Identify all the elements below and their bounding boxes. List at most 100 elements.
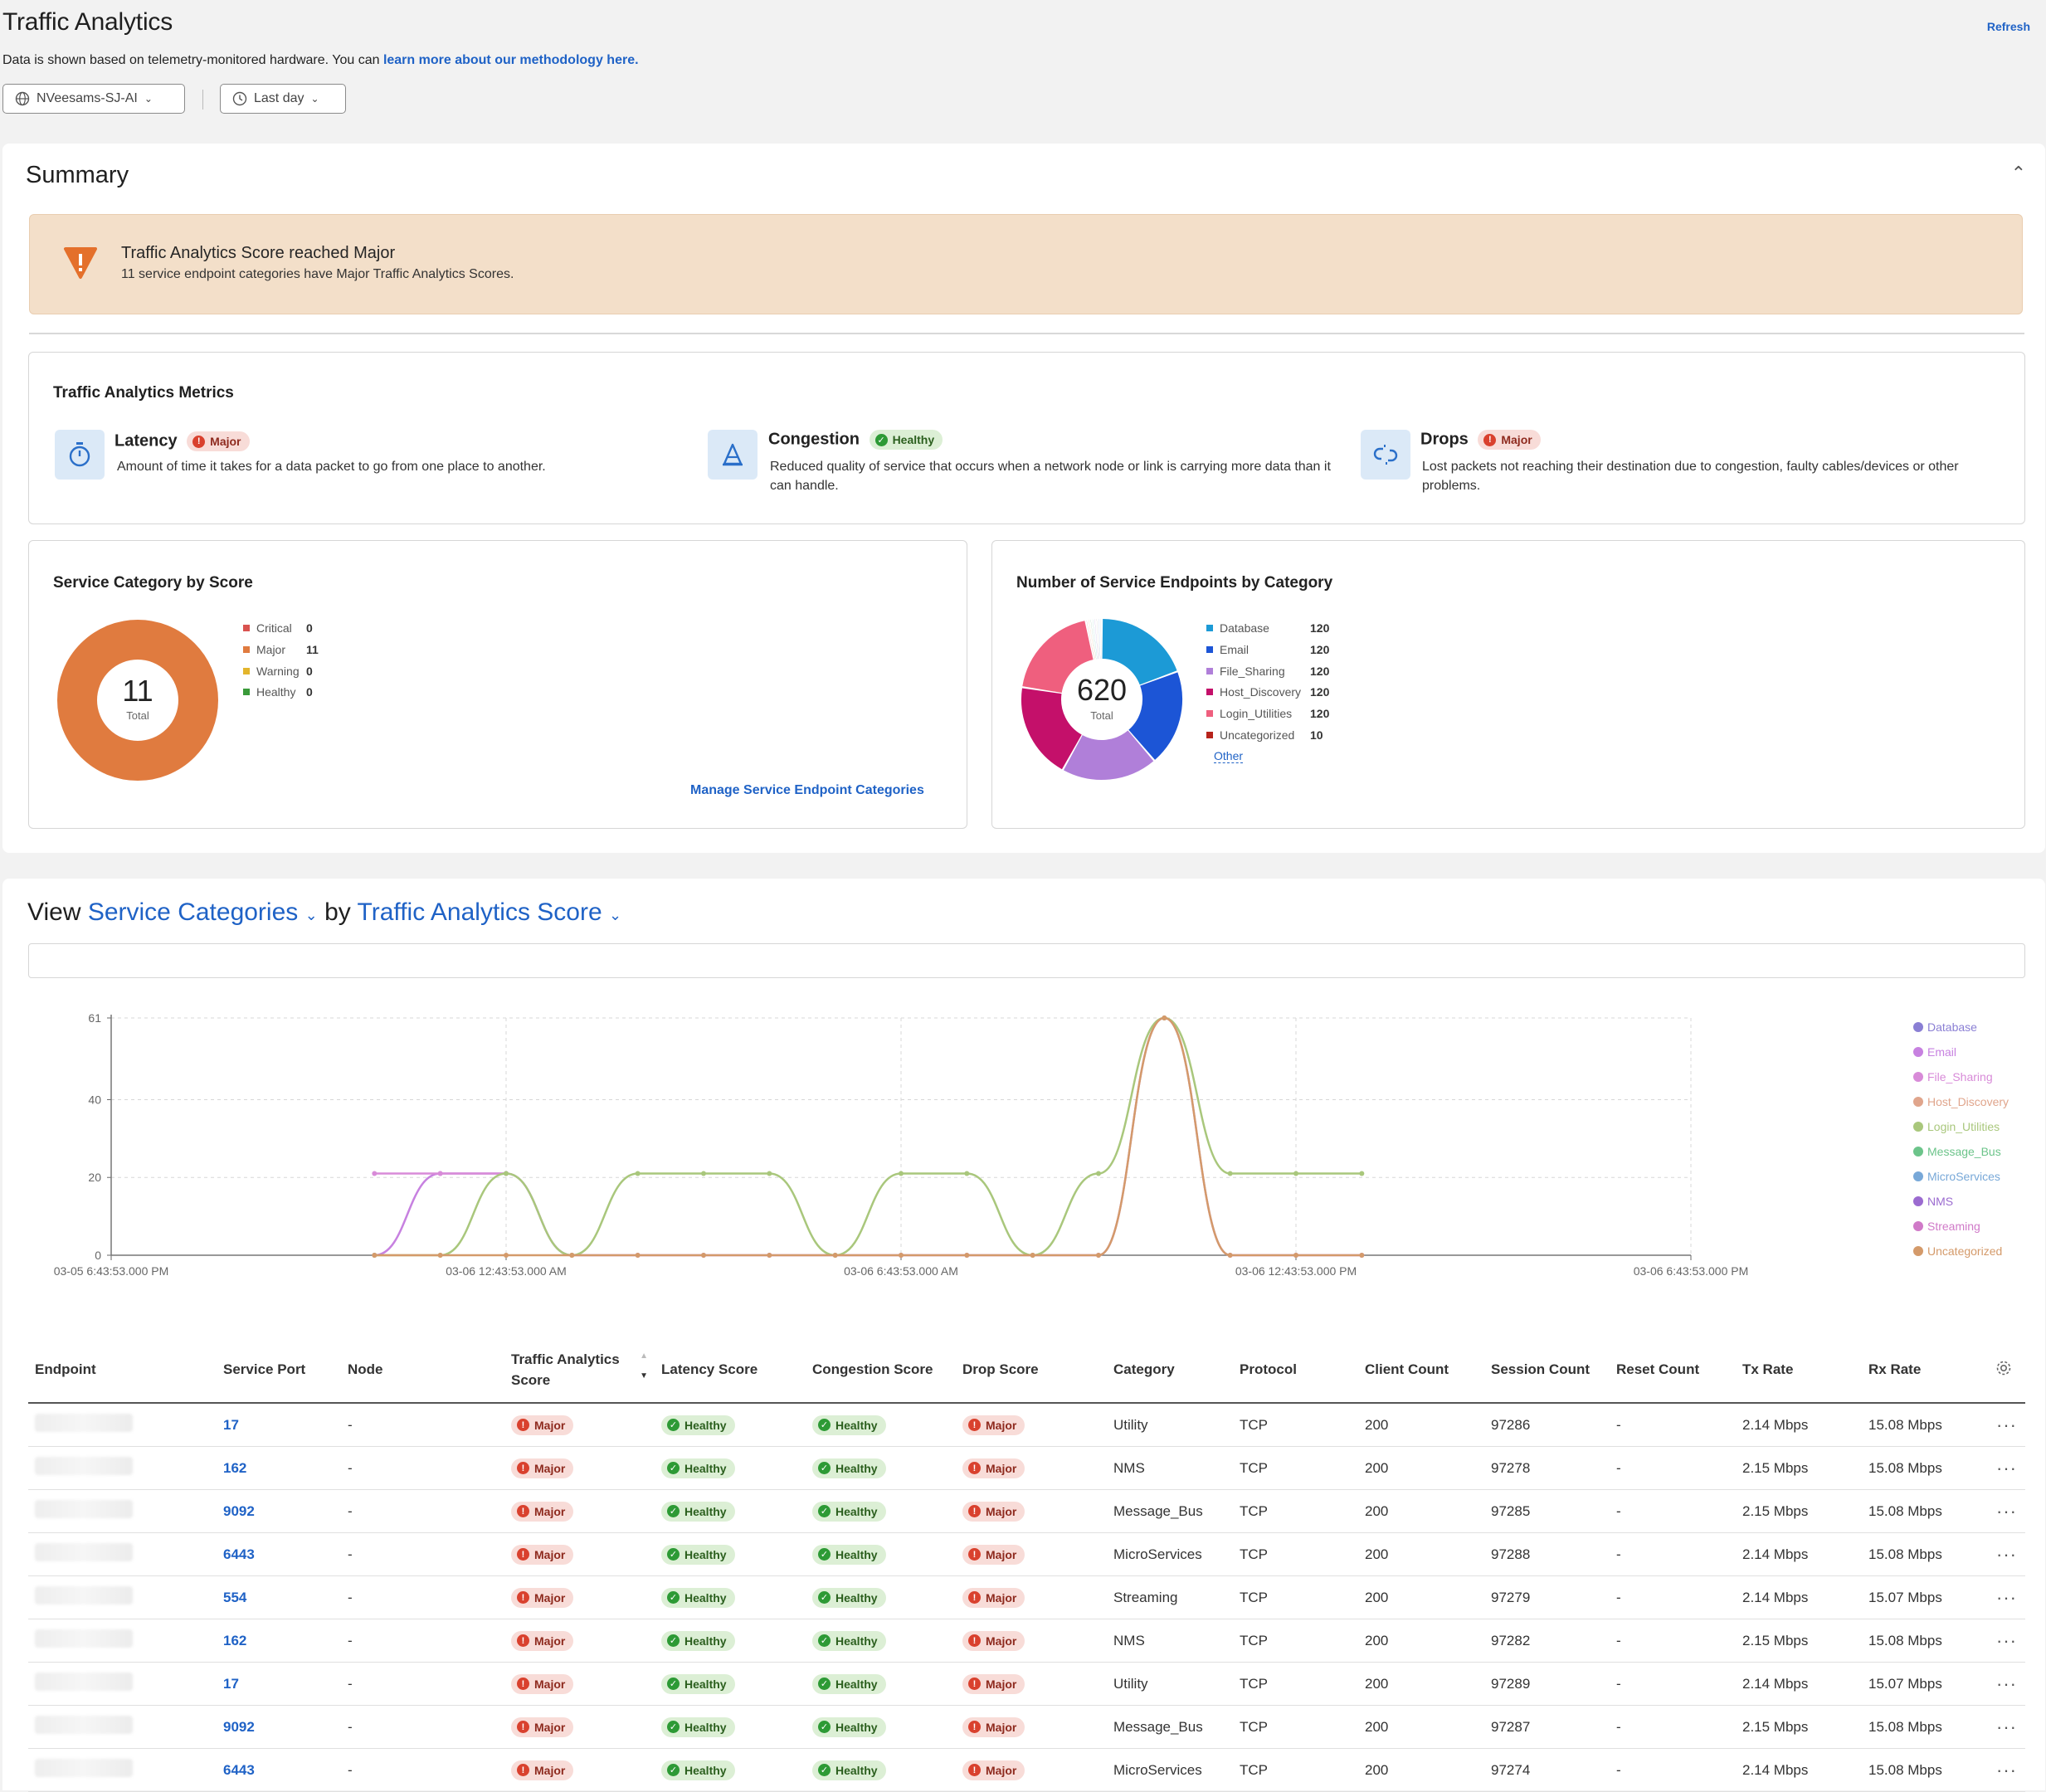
column-header[interactable]: Node bbox=[341, 1337, 504, 1403]
site-filter-dropdown[interactable]: NVeesams-SJ-AI ⌄ bbox=[2, 84, 185, 114]
filter-input[interactable] bbox=[28, 943, 2025, 978]
service-port-cell[interactable]: 162 bbox=[217, 1619, 341, 1663]
row-actions-button[interactable]: ··· bbox=[1988, 1403, 2025, 1447]
service-port-cell[interactable]: 17 bbox=[217, 1403, 341, 1447]
refresh-link[interactable]: Refresh bbox=[1987, 20, 2030, 33]
service-port-cell[interactable]: 554 bbox=[217, 1576, 341, 1619]
legend-label[interactable]: Host_Discovery bbox=[1927, 1095, 2009, 1108]
column-header[interactable]: Congestion Score bbox=[806, 1337, 956, 1403]
endpoint-cell[interactable] bbox=[28, 1749, 217, 1792]
row-actions-button[interactable]: ··· bbox=[1988, 1447, 2025, 1490]
column-header[interactable]: Traffic Analytics Score▲▼ bbox=[504, 1337, 655, 1403]
column-settings-button[interactable] bbox=[1988, 1337, 2025, 1403]
legend-label[interactable]: NMS bbox=[1927, 1195, 1953, 1208]
column-header[interactable]: Service Port bbox=[217, 1337, 341, 1403]
service-port-cell[interactable]: 6443 bbox=[217, 1749, 341, 1792]
drop-score-cell: !Major bbox=[956, 1576, 1107, 1619]
row-actions-button[interactable]: ··· bbox=[1988, 1663, 2025, 1706]
rx-rate-cell: 15.08 Mbps bbox=[1862, 1749, 1988, 1792]
column-header[interactable]: Reset Count bbox=[1610, 1337, 1736, 1403]
methodology-link[interactable]: learn more about our methodology here. bbox=[383, 53, 639, 67]
chevron-up-icon[interactable]: ⌃ bbox=[2011, 163, 2026, 184]
column-header[interactable]: Client Count bbox=[1358, 1337, 1484, 1403]
row-actions-button[interactable]: ··· bbox=[1988, 1749, 2025, 1792]
row-actions-button[interactable]: ··· bbox=[1988, 1619, 2025, 1663]
service-port-link[interactable]: 6443 bbox=[223, 1546, 255, 1562]
service-port-link[interactable]: 162 bbox=[223, 1460, 246, 1476]
session-count-cell: 97287 bbox=[1484, 1706, 1610, 1749]
column-header[interactable]: Endpoint bbox=[28, 1337, 217, 1403]
badge-label: Healthy bbox=[835, 1678, 878, 1691]
metrics-title: Traffic Analytics Metrics bbox=[53, 384, 234, 402]
service-port-link[interactable]: 9092 bbox=[223, 1719, 255, 1735]
column-header[interactable]: Tx Rate bbox=[1736, 1337, 1862, 1403]
service-port-link[interactable]: 17 bbox=[223, 1417, 239, 1433]
row-actions-button[interactable]: ··· bbox=[1988, 1490, 2025, 1533]
row-actions-button[interactable]: ··· bbox=[1988, 1706, 2025, 1749]
time-filter-dropdown[interactable]: Last day ⌄ bbox=[220, 84, 346, 114]
node-cell: - bbox=[341, 1706, 504, 1749]
column-header[interactable]: Category bbox=[1107, 1337, 1233, 1403]
status-badge: !Major bbox=[962, 1458, 1025, 1478]
reset-count-cell: - bbox=[1610, 1663, 1736, 1706]
legend-label[interactable]: Uncategorized bbox=[1927, 1244, 2002, 1258]
column-header[interactable]: Session Count bbox=[1484, 1337, 1610, 1403]
sort-desc-icon[interactable]: ▲▼ bbox=[640, 1352, 648, 1381]
service-port-cell[interactable]: 6443 bbox=[217, 1533, 341, 1576]
other-categories-link[interactable]: Other bbox=[1214, 749, 1243, 763]
metric-dropdown[interactable]: Traffic Analytics Score ⌄ bbox=[358, 898, 622, 926]
congestion-score-cell: ✓Healthy bbox=[806, 1619, 956, 1663]
service-port-cell[interactable]: 9092 bbox=[217, 1706, 341, 1749]
service-port-link[interactable]: 162 bbox=[223, 1633, 246, 1648]
legend-label[interactable]: Login_Utilities bbox=[1927, 1120, 2000, 1133]
legend-label[interactable]: Database bbox=[1927, 1020, 1977, 1034]
endpoint-cell[interactable] bbox=[28, 1403, 217, 1447]
column-header[interactable]: Protocol bbox=[1233, 1337, 1358, 1403]
service-port-link[interactable]: 554 bbox=[223, 1590, 246, 1605]
row-actions-button[interactable]: ··· bbox=[1988, 1533, 2025, 1576]
column-header[interactable]: Drop Score bbox=[956, 1337, 1107, 1403]
endpoint-cell[interactable] bbox=[28, 1619, 217, 1663]
endpoint-cell[interactable] bbox=[28, 1490, 217, 1533]
legend-label[interactable]: Streaming bbox=[1927, 1220, 1980, 1233]
endpoint-cell[interactable] bbox=[28, 1706, 217, 1749]
client-count-cell: 200 bbox=[1358, 1533, 1484, 1576]
service-port-cell[interactable]: 9092 bbox=[217, 1490, 341, 1533]
endpoint-cell[interactable] bbox=[28, 1533, 217, 1576]
column-header[interactable]: Latency Score bbox=[655, 1337, 806, 1403]
legend-label: Healthy bbox=[256, 685, 295, 699]
manage-categories-link[interactable]: Manage Service Endpoint Categories bbox=[690, 783, 924, 798]
endpoint-cell[interactable] bbox=[28, 1447, 217, 1490]
service-port-cell[interactable]: 17 bbox=[217, 1663, 341, 1706]
status-badge: ✓Healthy bbox=[812, 1415, 886, 1435]
service-port-link[interactable]: 9092 bbox=[223, 1503, 255, 1519]
legend-label[interactable]: MicroServices bbox=[1927, 1170, 2000, 1183]
row-actions-button[interactable]: ··· bbox=[1988, 1576, 2025, 1619]
alert-icon: ! bbox=[968, 1505, 981, 1517]
endpoint-cell[interactable] bbox=[28, 1576, 217, 1619]
service-port-link[interactable]: 17 bbox=[223, 1676, 239, 1692]
endpoint-cell[interactable] bbox=[28, 1663, 217, 1706]
legend-swatch bbox=[1913, 1122, 1923, 1132]
reset-count-cell: - bbox=[1610, 1619, 1736, 1663]
column-header[interactable]: Rx Rate bbox=[1862, 1337, 1988, 1403]
legend-label[interactable]: Email bbox=[1927, 1045, 1956, 1059]
data-point-uncategorized bbox=[899, 1253, 904, 1258]
chevron-down-icon: ⌄ bbox=[310, 93, 319, 105]
service-port-link[interactable]: 6443 bbox=[223, 1762, 255, 1778]
ta-score-cell: !Major bbox=[504, 1663, 655, 1706]
legend-label[interactable]: File_Sharing bbox=[1927, 1070, 1993, 1083]
legend-label[interactable]: Message_Bus bbox=[1927, 1145, 2001, 1158]
dimension-dropdown[interactable]: Service Categories ⌄ bbox=[88, 898, 318, 926]
description-text: Data is shown based on telemetry-monitor… bbox=[2, 53, 383, 67]
service-port-cell[interactable]: 162 bbox=[217, 1447, 341, 1490]
